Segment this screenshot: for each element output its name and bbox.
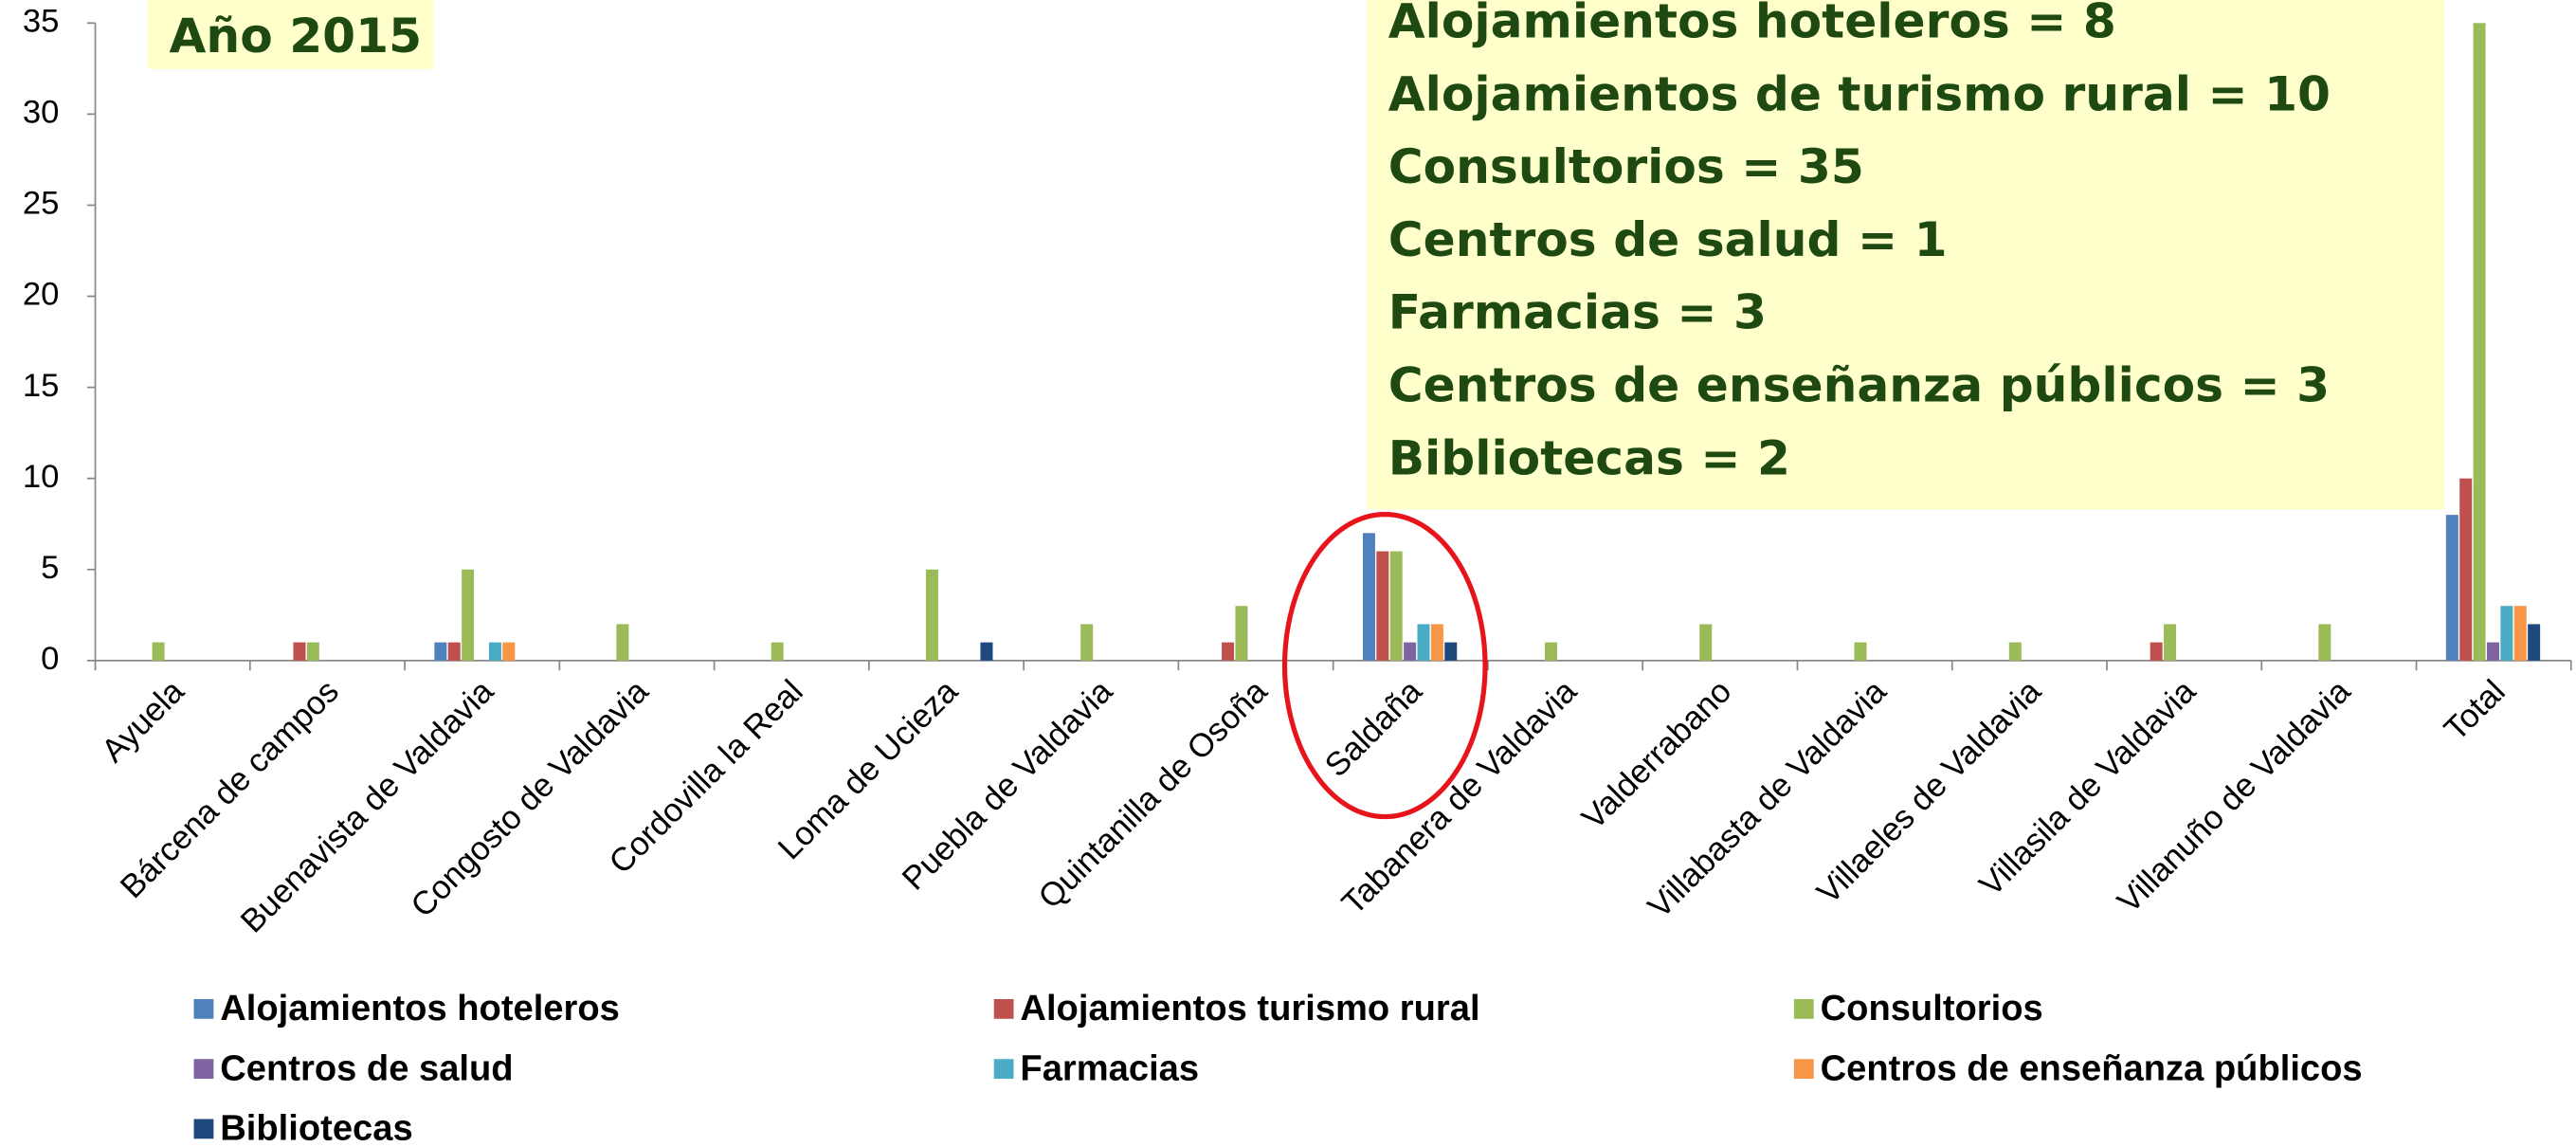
y-tick-label: 10 [23,459,60,495]
legend-swatch [1793,998,1814,1019]
bar [1544,642,1557,661]
legend-label: Bibliotecas [220,1108,412,1147]
summary-line: Bibliotecas = 2 [1388,429,1790,485]
summary-line: Alojamientos hoteleros = 8 [1388,0,2116,49]
bar [1362,533,1375,661]
bar [2473,23,2486,661]
bar [1222,642,1235,661]
bar [1854,642,1867,661]
y-tick-label: 15 [23,368,60,404]
bar [1235,606,1248,661]
year-box [148,0,434,69]
bar [306,642,319,661]
bar [2164,624,2177,661]
bar [1404,642,1417,661]
y-tick-label: 5 [41,550,59,586]
bar [2486,642,2499,661]
bar [1430,624,1443,661]
legend-label: Alojamientos turismo rural [1020,988,1479,1029]
bar [2459,478,2473,661]
summary-box [1367,0,2445,510]
legend-swatch [993,998,1014,1019]
bar [152,642,165,661]
legend-swatch [993,1059,1014,1080]
x-tick-label: Buenavista de Valdavia [234,673,501,940]
bar [2445,515,2458,661]
x-tick-label: Saldaña [1318,673,1429,784]
bar [1376,551,1389,661]
bar [1417,624,1430,661]
legend-swatch [193,998,214,1019]
x-tick-label: Valderrabano [1575,673,1738,836]
highlight-ellipse [1281,511,1488,820]
legend-label: Centros de salud [220,1047,513,1088]
bar [2500,606,2513,661]
bar [2513,606,2527,661]
legend-label: Consultorios [1821,988,2043,1029]
bar [447,642,461,661]
summary-line: Centros de salud = 1 [1388,211,1948,267]
legend-swatch [193,1119,214,1139]
bar [434,642,447,661]
bar [2008,642,2022,661]
bar [1444,642,1458,661]
legend-label: Centros de enseñanza públicos [1821,1047,2363,1088]
x-tick-label: Total [2438,673,2513,748]
y-tick-label: 35 [23,3,60,39]
x-tick-label: Ayuela [95,673,191,770]
summary-line: Farmacias = 3 [1388,284,1767,340]
year-label: Año 2015 [170,8,423,64]
bar [2318,624,2331,661]
summary-line: Consultorios = 35 [1388,138,1864,194]
legend-swatch [193,1059,214,1080]
summary-line: Alojamientos de turismo rural = 10 [1388,65,2331,121]
legend-label: Alojamientos hoteleros [220,988,620,1029]
bar [1389,551,1403,661]
y-tick-label: 25 [23,186,60,222]
y-tick-label: 30 [23,95,60,131]
legend-label: Farmacias [1020,1047,1199,1088]
bar [293,642,306,661]
bar [925,569,938,661]
bar [980,642,993,661]
summary-line: Centros de enseñanza públicos = 3 [1388,356,2330,412]
bar [616,624,629,661]
y-tick-label: 20 [23,277,60,313]
y-tick-label: 0 [41,641,59,677]
bar [1080,624,1094,661]
bar [502,642,516,661]
bar [2150,642,2163,661]
legend-swatch [1793,1059,1814,1080]
bar [488,642,501,661]
bar [771,642,784,661]
bar [2528,624,2541,661]
bar [462,569,475,661]
bar [1699,624,1713,661]
